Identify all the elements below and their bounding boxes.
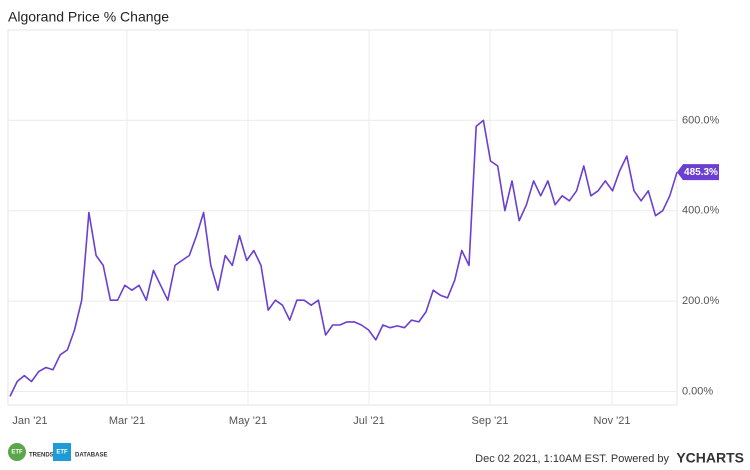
logo-badge [8, 443, 26, 461]
y-tick-label: 0.00% [682, 385, 713, 397]
footer: ETF TRENDS ETF DATABASE Dec 02 2021, 1:1… [8, 443, 744, 466]
logo-badge-text: ETF [11, 450, 23, 456]
logo-badge [53, 443, 71, 461]
chart-title: Algorand Price % Change [8, 9, 169, 25]
logo-text: TRENDS [29, 453, 54, 459]
logo-text: DATABASE [75, 453, 107, 459]
x-tick-label: Mar '21 [109, 415, 145, 427]
last-value-badge [677, 164, 719, 181]
x-tick-label: Sep '21 [472, 415, 509, 427]
last-value-label: 485.3% [684, 167, 718, 178]
y-tick-label: 400.0% [682, 205, 720, 217]
brand: YCHARTS [676, 450, 744, 466]
plot-frame [7, 29, 678, 406]
y-tick-label: 200.0% [682, 295, 720, 307]
logo-badge-text: ETF [56, 450, 68, 456]
y-tick-label: 600.0% [682, 114, 720, 126]
x-tick-label: May '21 [229, 415, 267, 427]
x-tick-label: Nov '21 [594, 415, 631, 427]
x-tick-label: Jan '21 [12, 415, 47, 427]
x-tick-label: Jul '21 [353, 415, 384, 427]
timestamp: Dec 02 2021, 1:10AM EST. Powered by [475, 453, 669, 465]
line [9, 119, 678, 397]
